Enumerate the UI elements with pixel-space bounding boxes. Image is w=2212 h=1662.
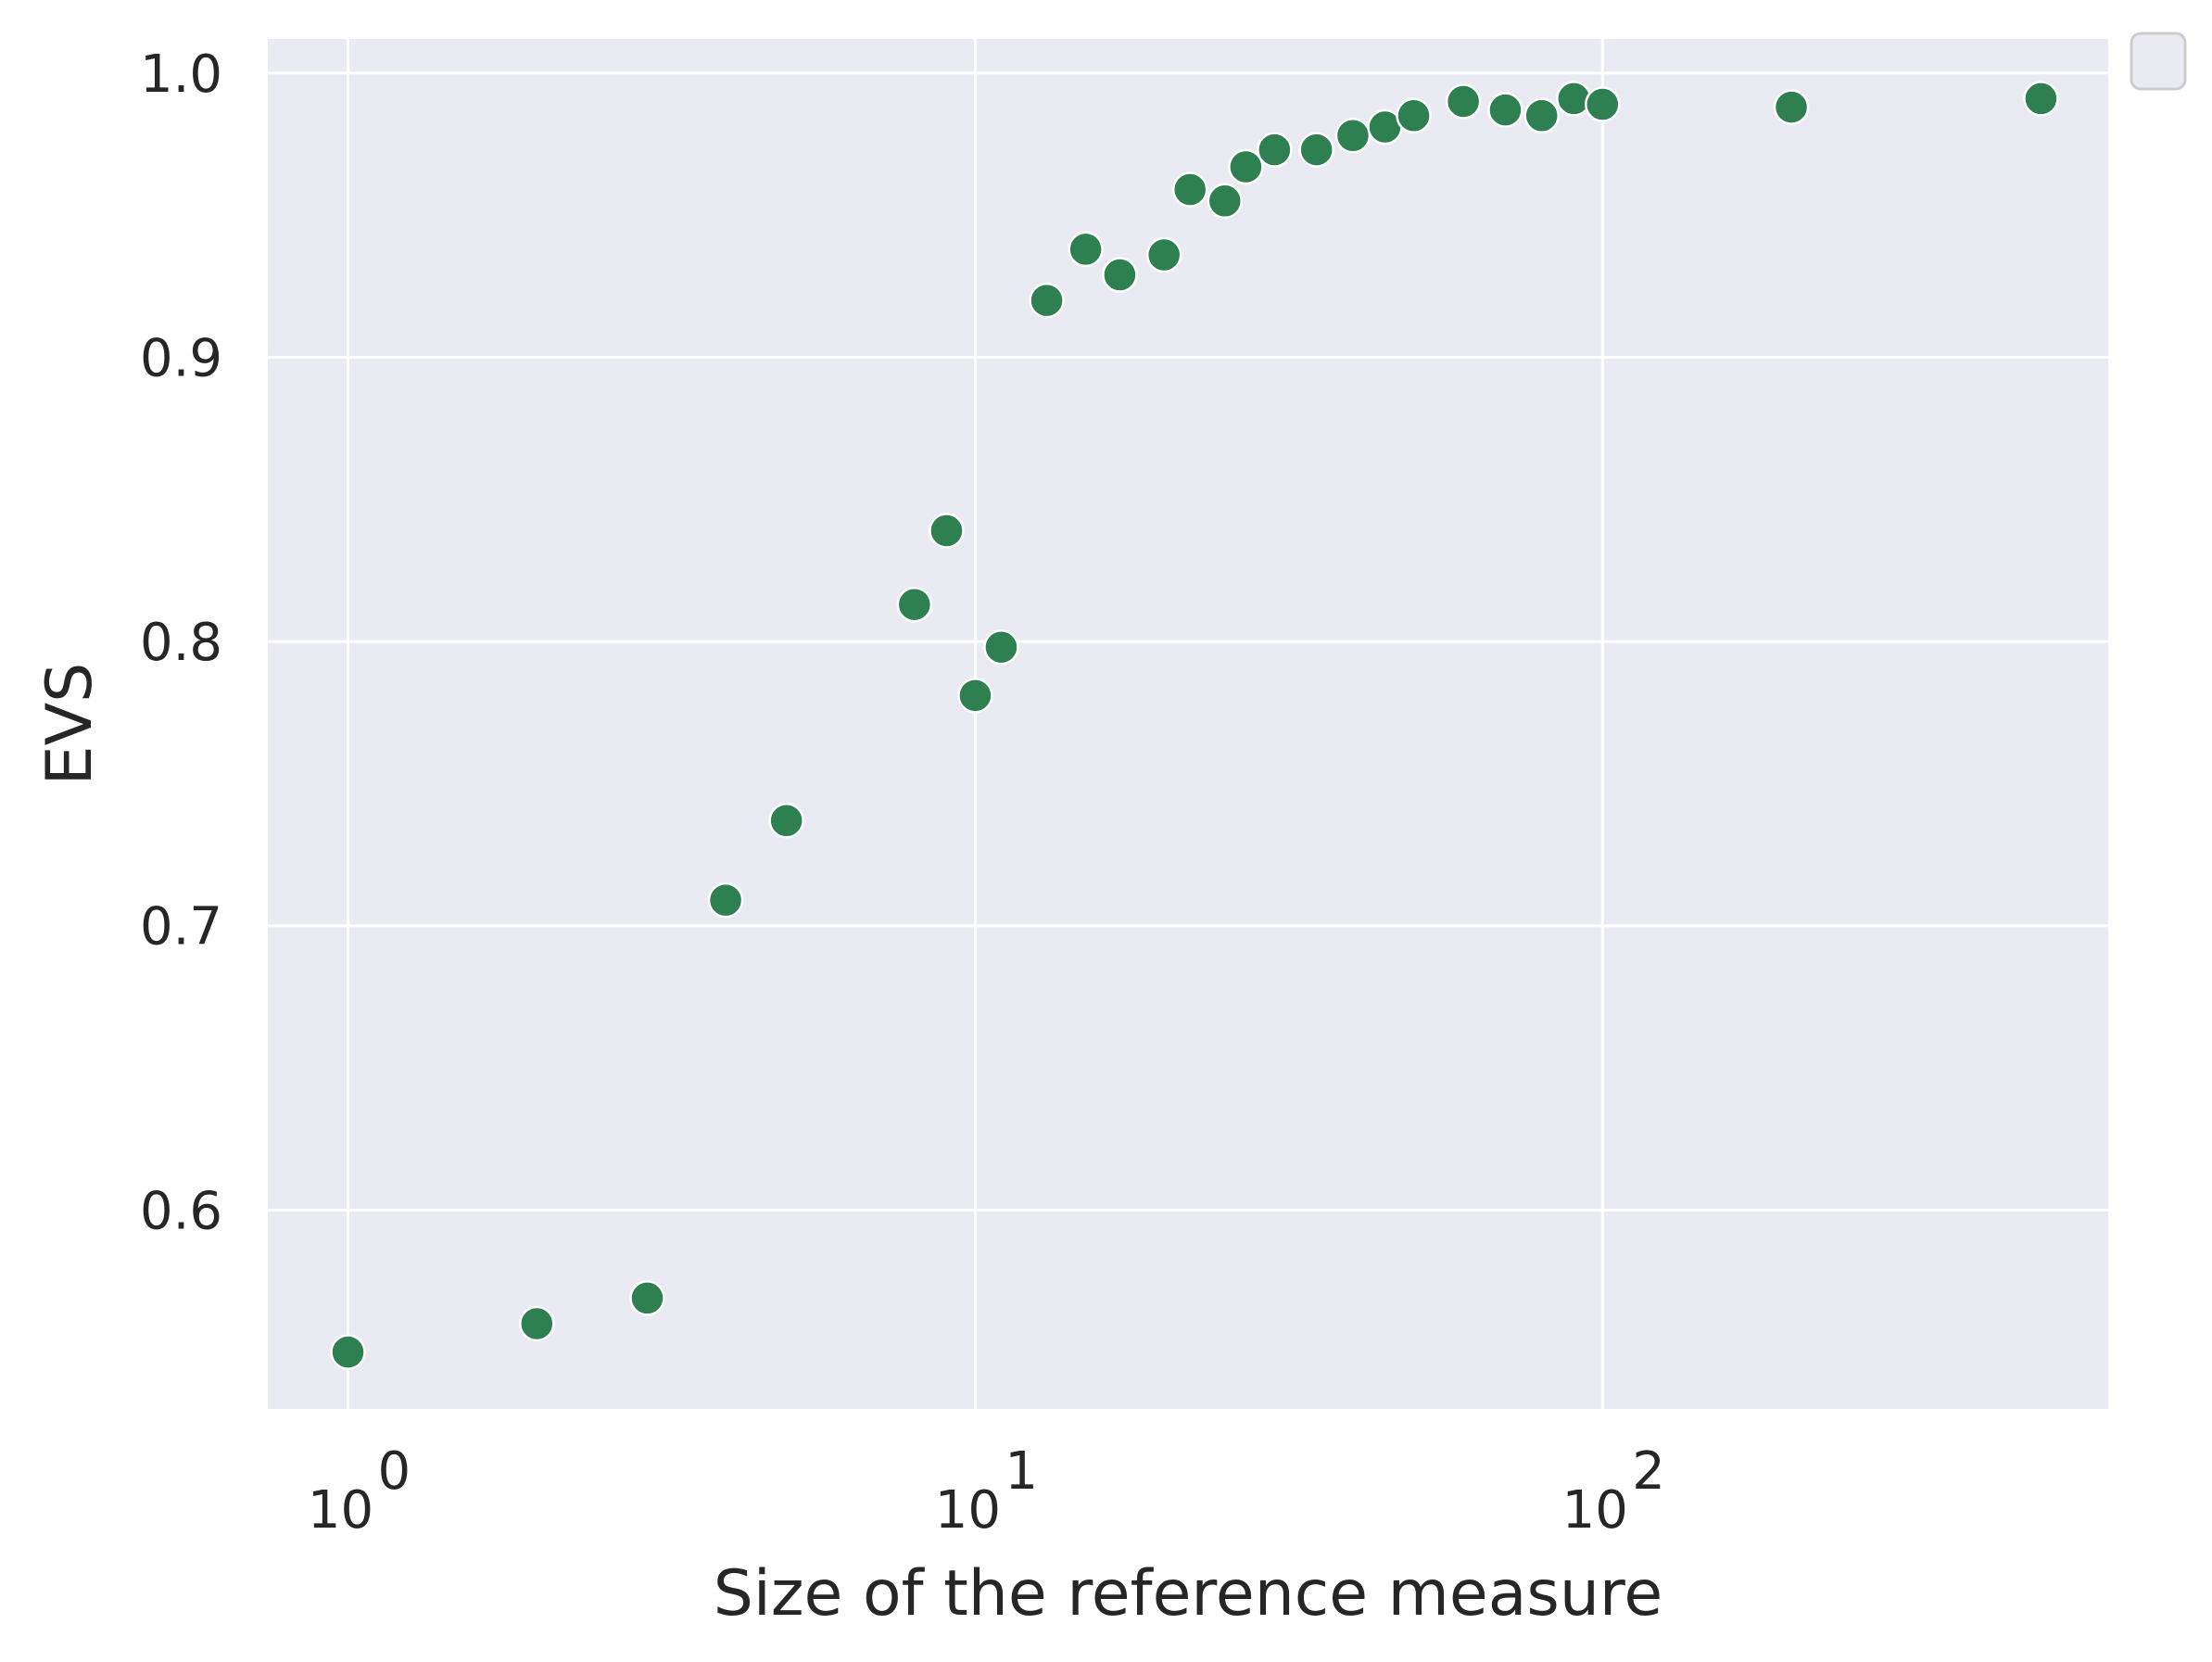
x-tick-label: 100 — [308, 1441, 411, 1541]
y-tick-label: 1.0 — [140, 44, 222, 105]
data-point — [957, 678, 993, 714]
data-point — [629, 1280, 665, 1316]
data-point — [1257, 132, 1293, 168]
data-point — [707, 882, 744, 919]
data-point — [2023, 81, 2059, 117]
y-axis-ticks: 0.6 0.7 0.8 0.9 1.0 — [140, 44, 222, 1242]
svg-text:2: 2 — [1632, 1441, 1665, 1502]
data-point — [896, 586, 933, 623]
data-point — [1773, 89, 1810, 125]
data-points — [330, 81, 2059, 1370]
x-tick-label: 101 — [935, 1441, 1038, 1541]
x-axis-label: Size of the reference measure — [714, 1557, 1662, 1630]
y-tick-label: 0.8 — [140, 613, 222, 673]
data-point — [519, 1305, 555, 1342]
data-point — [1207, 183, 1244, 220]
legend — [2130, 32, 2187, 91]
svg-text:10: 10 — [308, 1480, 373, 1541]
data-point — [1445, 83, 1482, 120]
data-point — [1487, 92, 1523, 128]
y-axis-label: EVS — [33, 663, 107, 786]
data-point — [1102, 257, 1138, 293]
svg-text:0: 0 — [378, 1441, 411, 1502]
plot-area — [268, 39, 2108, 1409]
data-point — [929, 513, 965, 549]
data-point — [330, 1334, 366, 1370]
svg-text:10: 10 — [1562, 1480, 1628, 1541]
data-point — [983, 628, 1019, 666]
data-point — [1523, 97, 1560, 134]
data-point — [1556, 81, 1592, 117]
data-point — [1068, 231, 1104, 268]
data-point — [1585, 86, 1621, 122]
gridlines — [268, 39, 2108, 1409]
svg-text:10: 10 — [935, 1480, 1001, 1541]
y-tick-label: 0.9 — [140, 328, 222, 388]
data-point — [1029, 282, 1065, 319]
x-tick-label: 102 — [1562, 1441, 1665, 1541]
data-point — [1145, 236, 1182, 273]
data-point — [1228, 148, 1264, 185]
data-point — [1396, 97, 1432, 134]
svg-text:1: 1 — [1005, 1441, 1038, 1502]
data-point — [1334, 118, 1371, 154]
y-tick-label: 0.6 — [140, 1181, 222, 1241]
data-point — [1298, 132, 1334, 168]
data-point — [768, 803, 804, 839]
y-tick-label: 0.7 — [140, 897, 222, 958]
data-point — [1171, 171, 1208, 208]
